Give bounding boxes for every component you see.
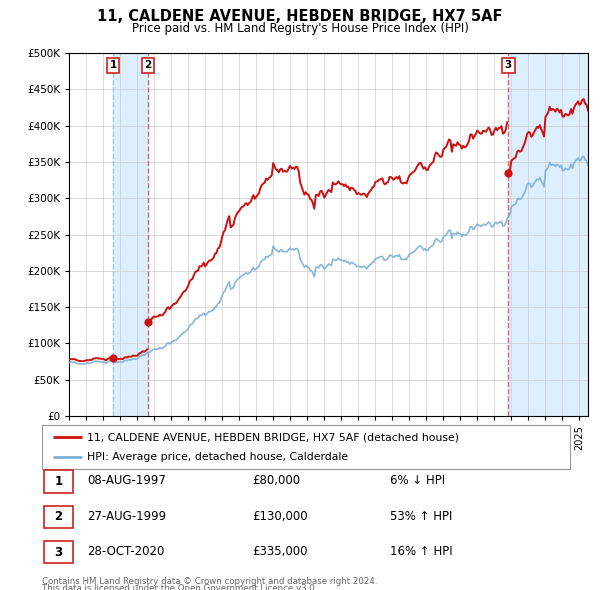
Text: 53% ↑ HPI: 53% ↑ HPI <box>390 510 452 523</box>
Text: 11, CALDENE AVENUE, HEBDEN BRIDGE, HX7 5AF (detached house): 11, CALDENE AVENUE, HEBDEN BRIDGE, HX7 5… <box>87 432 459 442</box>
Text: 3: 3 <box>55 546 62 559</box>
Text: 6% ↓ HPI: 6% ↓ HPI <box>390 474 445 487</box>
FancyBboxPatch shape <box>44 541 73 563</box>
Text: 3: 3 <box>505 60 512 70</box>
Point <box>503 168 513 178</box>
Text: 1: 1 <box>110 60 117 70</box>
Text: HPI: Average price, detached house, Calderdale: HPI: Average price, detached house, Cald… <box>87 452 348 461</box>
Text: £335,000: £335,000 <box>252 545 308 558</box>
Bar <box>508 53 588 416</box>
FancyBboxPatch shape <box>44 506 73 528</box>
Text: Price paid vs. HM Land Registry's House Price Index (HPI): Price paid vs. HM Land Registry's House … <box>131 22 469 35</box>
Text: 1: 1 <box>55 475 62 488</box>
Text: £80,000: £80,000 <box>252 474 300 487</box>
Text: 08-AUG-1997: 08-AUG-1997 <box>87 474 166 487</box>
Point <box>109 353 118 363</box>
FancyBboxPatch shape <box>44 470 73 493</box>
Text: 16% ↑ HPI: 16% ↑ HPI <box>390 545 452 558</box>
Bar <box>113 53 148 416</box>
Text: £130,000: £130,000 <box>252 510 308 523</box>
Text: 28-OCT-2020: 28-OCT-2020 <box>87 545 164 558</box>
FancyBboxPatch shape <box>42 425 570 469</box>
Text: 2: 2 <box>55 510 62 523</box>
Text: 11, CALDENE AVENUE, HEBDEN BRIDGE, HX7 5AF: 11, CALDENE AVENUE, HEBDEN BRIDGE, HX7 5… <box>97 9 503 24</box>
Text: 27-AUG-1999: 27-AUG-1999 <box>87 510 166 523</box>
Text: This data is licensed under the Open Government Licence v3.0.: This data is licensed under the Open Gov… <box>42 584 317 590</box>
Text: Contains HM Land Registry data © Crown copyright and database right 2024.: Contains HM Land Registry data © Crown c… <box>42 577 377 586</box>
Text: 2: 2 <box>145 60 152 70</box>
Point <box>143 317 153 326</box>
